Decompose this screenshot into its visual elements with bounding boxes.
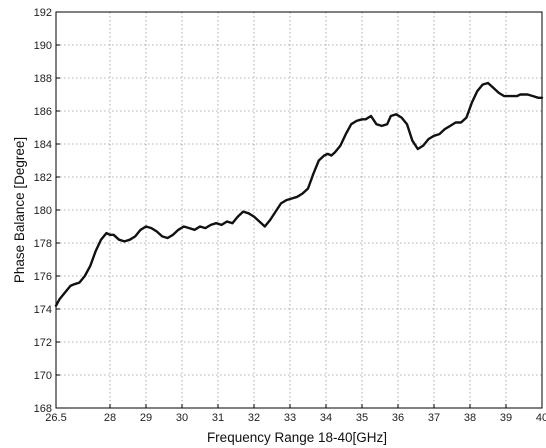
x-tick-label: 34 <box>320 412 332 424</box>
y-axis-label: Phase Balance [Degree] <box>12 137 27 283</box>
grid <box>56 12 542 408</box>
y-tick-label: 184 <box>34 139 52 151</box>
y-tick-label: 176 <box>34 271 52 283</box>
x-tick-label: 30 <box>176 412 188 424</box>
y-tick-label: 172 <box>34 337 52 349</box>
x-tick-label: 31 <box>212 412 224 424</box>
x-tick-label: 26.5 <box>45 412 66 424</box>
x-tick-label: 32 <box>248 412 260 424</box>
y-tick-label: 182 <box>34 172 52 184</box>
y-tick-label: 180 <box>34 205 52 217</box>
x-axis-label: Frequency Range 18-40[GHz] <box>207 430 387 445</box>
y-tick-label: 168 <box>34 403 52 415</box>
y-tick-label: 188 <box>34 73 52 85</box>
x-tick-label: 28 <box>104 412 116 424</box>
y-axis-ticks: 168 170 172 174 176 178 180 182 184 186 188 190 192 <box>34 7 60 415</box>
x-tick-label: 36 <box>392 412 404 424</box>
x-tick-label: 33 <box>284 412 296 424</box>
x-tick-label: 29 <box>140 412 152 424</box>
y-tick-label: 192 <box>34 7 52 19</box>
y-tick-label: 174 <box>34 304 52 316</box>
y-tick-label: 190 <box>34 40 52 52</box>
x-tick-label: 39 <box>500 412 512 424</box>
y-tick-label: 170 <box>34 370 52 382</box>
y-tick-label: 178 <box>34 238 52 250</box>
y-tick-label: 186 <box>34 106 52 118</box>
x-tick-label: 40 <box>536 412 546 424</box>
x-tick-label: 35 <box>356 412 368 424</box>
x-axis-ticks: 26.5 28 29 30 31 32 33 34 35 36 37 38 39 40 <box>45 404 546 424</box>
x-tick-label: 37 <box>428 412 440 424</box>
x-tick-label: 38 <box>464 412 476 424</box>
phase-balance-line <box>54 81 544 307</box>
